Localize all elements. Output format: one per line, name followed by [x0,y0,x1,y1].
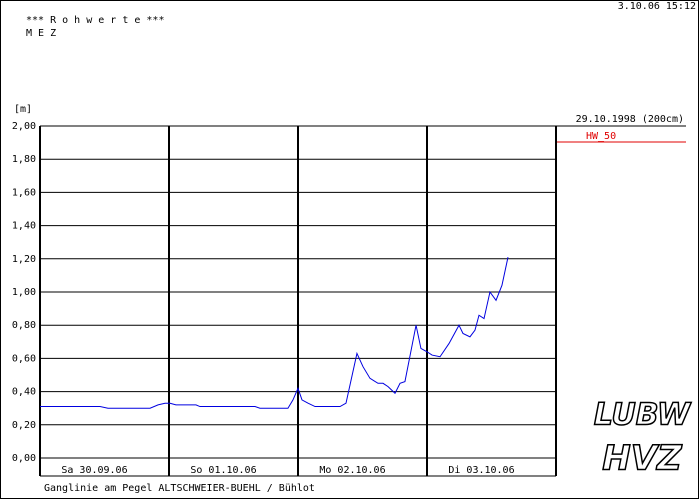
data-line [40,257,509,409]
header: *** R o h w e r t e *** [26,15,164,26]
y-tick-label: 0,60 [12,353,36,364]
logo-hvz: HVZ [602,439,683,479]
timestamp: 3.10.06 15:12 [618,1,696,12]
y-tick-label: 0,40 [12,387,36,398]
logo-lubw: LUBW [594,398,692,433]
y-tick-label: 1,20 [12,254,36,265]
reference-name: HW_50 [586,131,616,142]
x-tick-label: So 01.10.06 [190,465,256,476]
y-tick-label: 0,80 [12,320,36,331]
y-tick-label: 0,20 [12,420,36,431]
y-tick-label: 1,60 [12,187,36,198]
x-tick-label: Sa 30.09.06 [61,465,127,476]
y-tick-label: 1,00 [12,287,36,298]
y-tick-label: 0,00 [12,453,36,464]
timezone: M E Z [26,28,56,39]
y-tick-label: 1,80 [12,154,36,165]
x-tick-label: Mo 02.10.06 [319,465,385,476]
y-tick-label: 2,00 [12,121,36,132]
footer: Ganglinie am Pegel ALTSCHWEIER-BUEHL / B… [44,483,315,494]
reference-label: 29.10.1998 (200cm) [576,114,684,125]
x-tick-label: Di 03.10.06 [448,465,514,476]
y-tick-label: 1,40 [12,221,36,232]
y-axis-label: [m] [14,104,32,115]
